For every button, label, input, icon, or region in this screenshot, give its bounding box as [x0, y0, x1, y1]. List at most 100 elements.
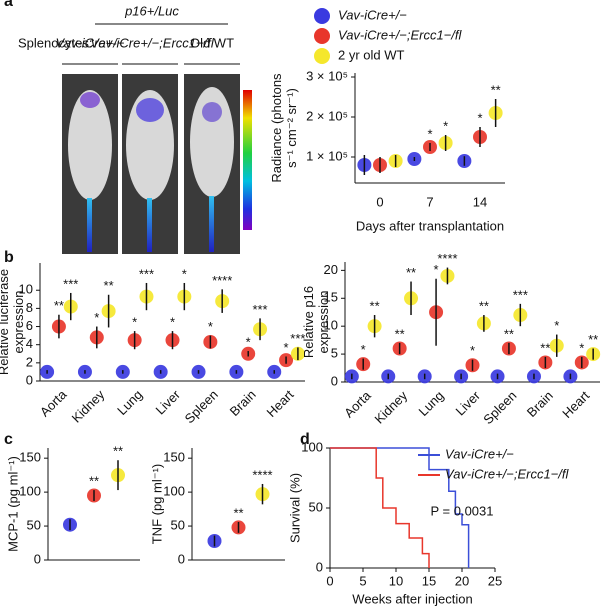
x-tick-label: Lung: [114, 387, 145, 418]
x-tick-label: 0: [326, 573, 333, 588]
y-axis-label: MCP-1 (pg ml⁻¹): [5, 456, 20, 552]
significance: **: [113, 444, 123, 459]
significance: ***: [252, 302, 267, 317]
significance: **: [54, 298, 64, 313]
survival-curve: [330, 447, 470, 568]
x-tick-label: Liver: [453, 387, 484, 418]
legend-label: Vav-iCre+/−: [445, 446, 514, 461]
y-axis-label: s⁻¹ cm⁻² sr⁻¹): [284, 88, 299, 168]
significance: **: [233, 505, 243, 520]
survival-curve: [330, 447, 430, 568]
significance: ***: [139, 266, 154, 281]
y-tick-label: 3 × 10⁵: [306, 68, 348, 83]
significance: *: [477, 110, 482, 125]
y-tick-label: 15: [324, 290, 338, 305]
significance: *: [554, 318, 559, 333]
x-tick-label: 25: [488, 573, 502, 588]
y-tick-label: 100: [301, 439, 323, 454]
y-tick-label: 2: [26, 354, 33, 369]
significance: **: [395, 326, 405, 341]
x-tick-label: 14: [473, 194, 487, 209]
x-tick-label: Kidney: [371, 388, 410, 427]
significance: *: [170, 315, 175, 330]
significance: **: [588, 332, 598, 347]
x-tick-label: Spleen: [480, 388, 519, 427]
y-tick-label: 50: [309, 499, 323, 514]
panel-label: b: [4, 249, 14, 266]
annotation: P = 0.0031: [430, 503, 493, 518]
significance: **: [104, 278, 114, 293]
y-tick-label: 10: [19, 282, 33, 297]
x-tick-label: Brain: [524, 388, 556, 420]
y-tick-label: 150: [163, 450, 185, 465]
significance: **: [370, 298, 380, 313]
legend-label: Vav-iCre+/−: [338, 7, 407, 22]
significance: **: [89, 474, 99, 489]
mouse-images: [62, 74, 252, 254]
y-tick-label: 2 × 10⁵: [306, 108, 348, 123]
significance: **: [491, 82, 501, 97]
y-axis-label: Relative p16: [301, 286, 316, 358]
image-label: Vav-iCre+/−: [56, 35, 125, 50]
x-tick-label: 20: [455, 573, 469, 588]
significance: ***: [290, 331, 305, 346]
image-label: Old WT: [190, 35, 234, 50]
y-tick-label: 100: [19, 484, 41, 499]
significance: *: [284, 340, 289, 355]
x-tick-label: 10: [389, 573, 403, 588]
y-axis-label: TNF (pg ml⁻¹): [149, 464, 164, 545]
y-tick-label: 0: [34, 551, 41, 566]
significance: *: [361, 342, 366, 357]
y-tick-label: 150: [19, 450, 41, 465]
legend-swatch: [314, 48, 330, 64]
legend-label: Vav-iCre+/−;Ercc1−/fl: [445, 466, 570, 481]
x-tick-label: Heart: [264, 387, 297, 420]
significance: *: [94, 310, 99, 325]
panel-label: a: [4, 0, 13, 10]
x-tick-label: 0: [376, 194, 383, 209]
legend-label: Vav-iCre+/−;Ercc1−/fl: [338, 27, 463, 42]
y-axis-label: expression: [11, 291, 26, 354]
x-axis-label: Days after transplantation: [356, 218, 504, 233]
significance: ****: [252, 467, 272, 482]
y-tick-label: 10: [324, 318, 338, 333]
significance: *: [182, 266, 187, 281]
y-tick-label: 5: [331, 346, 338, 361]
legend-label: 2 yr old WT: [338, 47, 405, 62]
significance: **: [406, 265, 416, 280]
significance: *: [434, 262, 439, 277]
significance: *: [470, 343, 475, 358]
significance: **: [504, 326, 514, 341]
y-axis-label: Survival (%): [287, 473, 302, 543]
x-tick-label: 5: [359, 573, 366, 588]
y-tick-label: 4: [26, 336, 33, 351]
y-axis-label: expression: [316, 291, 331, 354]
y-tick-label: 50: [171, 517, 185, 532]
significance: *: [579, 340, 584, 355]
panel-label: c: [4, 431, 13, 448]
legend-swatch: [314, 8, 330, 24]
y-tick-label: 1 × 10⁵: [306, 148, 348, 163]
y-tick-label: 0: [316, 559, 323, 574]
significance: **: [540, 340, 550, 355]
y-axis-label: Relative luciferase: [0, 269, 11, 375]
x-tick-label: Heart: [559, 388, 592, 421]
x-tick-label: 15: [422, 573, 436, 588]
x-tick-label: Liver: [153, 386, 184, 417]
x-axis-label: Weeks after injection: [352, 591, 472, 606]
group-label: Splenocytes:: [18, 35, 92, 50]
image-label: Vav-iCre+/−;Ercc1−/fl: [90, 35, 215, 50]
significance: *: [132, 315, 137, 330]
genotype-header: p16+/Luc: [124, 3, 179, 18]
x-tick-label: Lung: [416, 388, 447, 419]
significance: *: [246, 334, 251, 349]
y-tick-label: 20: [324, 262, 338, 277]
significance: *: [208, 319, 213, 334]
y-tick-label: 0: [178, 551, 185, 566]
x-tick-label: Aorta: [37, 386, 70, 419]
significance: ***: [513, 287, 528, 302]
x-tick-label: Aorta: [341, 387, 374, 420]
significance: ****: [212, 273, 232, 288]
y-axis-label: Radiance (photons: [269, 73, 284, 183]
